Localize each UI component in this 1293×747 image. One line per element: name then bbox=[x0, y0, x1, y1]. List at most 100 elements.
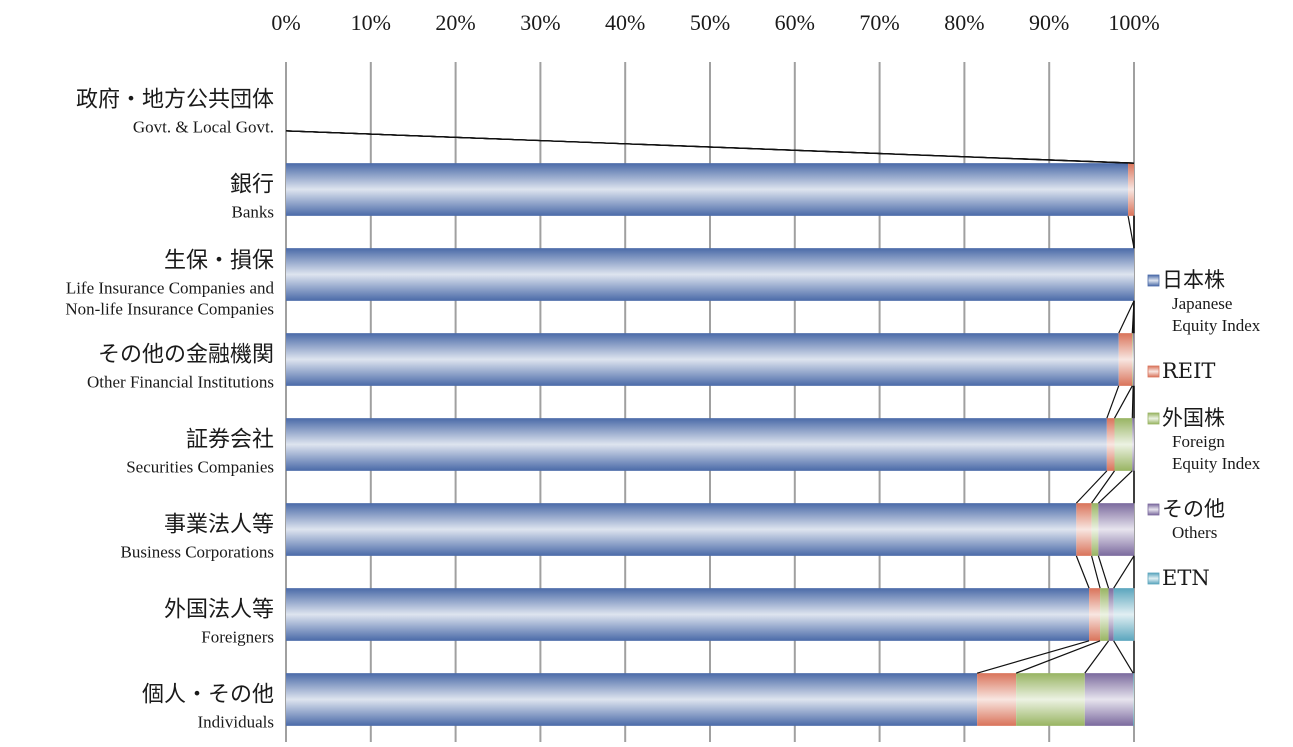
series-line bbox=[285, 130, 1135, 164]
x-tick-label: 70% bbox=[859, 10, 899, 35]
legend-label: 外国株 bbox=[1162, 406, 1225, 430]
bar-reit bbox=[1076, 503, 1092, 556]
bar-others bbox=[1133, 333, 1134, 386]
category-label-en: Individuals bbox=[198, 713, 275, 732]
category-label: その他の金融機関 Other Financial Institutions bbox=[87, 343, 274, 392]
bar-others bbox=[1132, 418, 1134, 471]
category-label: 銀行 Banks bbox=[230, 173, 274, 222]
category-label-ja: 政府・地方公共団体 bbox=[76, 88, 274, 113]
bar-japanese-equity-index bbox=[286, 248, 1134, 301]
x-tick-label: 90% bbox=[1029, 10, 1069, 35]
category-label-ja: 個人・その他 bbox=[142, 683, 274, 708]
legend-item-foreign-equity-index: 外国株 Foreign Equity Index bbox=[1147, 406, 1261, 473]
legend-swatch bbox=[1147, 572, 1160, 585]
legend-label: ETN bbox=[1162, 566, 1210, 590]
legend: 日本株 Japanese Equity Index REIT 外国株 Foreign Equ… bbox=[1147, 268, 1261, 590]
series-line bbox=[1118, 300, 1135, 334]
legend-swatch bbox=[1147, 274, 1160, 287]
x-tick-label: 100% bbox=[1108, 10, 1159, 35]
series-line bbox=[1084, 640, 1110, 674]
bar-reit bbox=[1118, 333, 1133, 386]
series-line bbox=[1091, 555, 1101, 589]
legend-label-en: Japanese bbox=[1172, 294, 1232, 313]
legend-item-others: その他 Others bbox=[1147, 497, 1225, 542]
x-axis-ticks: 0% 10% 20% 30% 40% 50% 60% 70% 80% 90% 100% bbox=[271, 10, 1159, 35]
series-line bbox=[1091, 470, 1115, 504]
bar-foreign-equity-index bbox=[1132, 333, 1134, 386]
legend-swatch bbox=[1147, 365, 1160, 378]
legend-swatch bbox=[1147, 503, 1160, 516]
series-line bbox=[1075, 470, 1108, 504]
bar-japanese-equity-index bbox=[286, 333, 1119, 386]
bar-foreign-equity-index bbox=[1100, 588, 1109, 641]
bar-reit bbox=[977, 673, 1017, 726]
x-tick-label: 80% bbox=[944, 10, 984, 35]
bar-japanese-equity-index bbox=[286, 588, 1090, 641]
bar-others bbox=[1098, 503, 1134, 556]
bar-japanese-equity-index bbox=[286, 503, 1077, 556]
category-label-en: Govt. & Local Govt. bbox=[133, 118, 274, 137]
series-line bbox=[1097, 555, 1110, 589]
series-line bbox=[1106, 385, 1120, 419]
category-label-en: Other Financial Institutions bbox=[87, 373, 274, 392]
bar-japanese-equity-index bbox=[286, 418, 1107, 471]
x-tick-label: 20% bbox=[435, 10, 475, 35]
legend-label-en: Equity Index bbox=[1172, 316, 1261, 335]
bars bbox=[286, 163, 1134, 726]
legend-label: その他 bbox=[1162, 497, 1225, 521]
bar-foreign-equity-index bbox=[1016, 673, 1085, 726]
legend-item-series-1: REIT bbox=[1147, 359, 1215, 383]
category-label: 事業法人等 Business Corporations bbox=[121, 513, 274, 562]
bar-etn bbox=[1133, 673, 1134, 726]
series-line bbox=[1075, 555, 1090, 589]
bar-reit bbox=[1089, 588, 1101, 641]
bar-foreign-equity-index bbox=[1114, 418, 1133, 471]
bar-etn bbox=[1113, 588, 1134, 641]
series-line bbox=[1113, 640, 1134, 674]
category-label-ja: 生保・損保 bbox=[164, 249, 274, 274]
category-label-ja: 銀行 bbox=[230, 173, 274, 198]
category-label-en: Business Corporations bbox=[121, 543, 274, 562]
category-labels: 政府・地方公共団体 Govt. & Local Govt. 銀行 Banks 生保・損保… bbox=[65, 88, 274, 732]
legend-item-series-4: ETN bbox=[1147, 566, 1210, 590]
series-line bbox=[1015, 640, 1101, 674]
category-label-ja: 事業法人等 bbox=[164, 513, 274, 538]
bar-foreign-equity-index bbox=[1091, 503, 1099, 556]
category-label: 証券会社 Securities Companies bbox=[126, 428, 274, 477]
bar-others bbox=[1084, 673, 1134, 726]
bar-japanese-equity-index bbox=[286, 163, 1129, 216]
bar-reit bbox=[1106, 418, 1115, 471]
category-label-en: Foreigners bbox=[201, 628, 274, 647]
series-line bbox=[976, 640, 1090, 674]
series-line bbox=[1113, 385, 1133, 419]
category-label-en: Banks bbox=[232, 203, 275, 222]
series-line bbox=[1113, 555, 1135, 589]
legend-label: 日本株 bbox=[1162, 268, 1225, 292]
series-lines bbox=[285, 130, 1135, 674]
legend-label: REIT bbox=[1162, 359, 1215, 383]
category-label-en: Securities Companies bbox=[126, 458, 274, 477]
x-tick-label: 0% bbox=[271, 10, 300, 35]
bar-others bbox=[1108, 588, 1114, 641]
series-line bbox=[1127, 215, 1135, 249]
category-label: 外国法人等 Foreigners bbox=[164, 598, 274, 647]
x-tick-label: 60% bbox=[775, 10, 815, 35]
category-label-ja: 証券会社 bbox=[186, 428, 274, 453]
category-label: 政府・地方公共団体 Govt. & Local Govt. bbox=[76, 88, 274, 137]
series-line bbox=[1097, 470, 1133, 504]
x-tick-label: 40% bbox=[605, 10, 645, 35]
x-tick-label: 30% bbox=[520, 10, 560, 35]
category-label-ja: その他の金融機関 bbox=[98, 343, 274, 368]
bar-japanese-equity-index bbox=[286, 673, 978, 726]
legend-label-en: Others bbox=[1172, 523, 1217, 542]
legend-swatch bbox=[1147, 412, 1160, 425]
series-line bbox=[1131, 385, 1134, 419]
legend-item-japanese-equity-index: 日本株 Japanese Equity Index bbox=[1147, 268, 1261, 335]
category-label: 生保・損保 Life Insurance Companies and Non-lif… bbox=[65, 249, 274, 319]
category-label-en: Life Insurance Companies and bbox=[66, 279, 275, 298]
category-label-ja: 外国法人等 bbox=[164, 598, 274, 623]
bar-reit bbox=[1128, 163, 1134, 216]
category-label: 個人・その他 Individuals bbox=[142, 683, 274, 732]
legend-label-en: Equity Index bbox=[1172, 454, 1261, 473]
